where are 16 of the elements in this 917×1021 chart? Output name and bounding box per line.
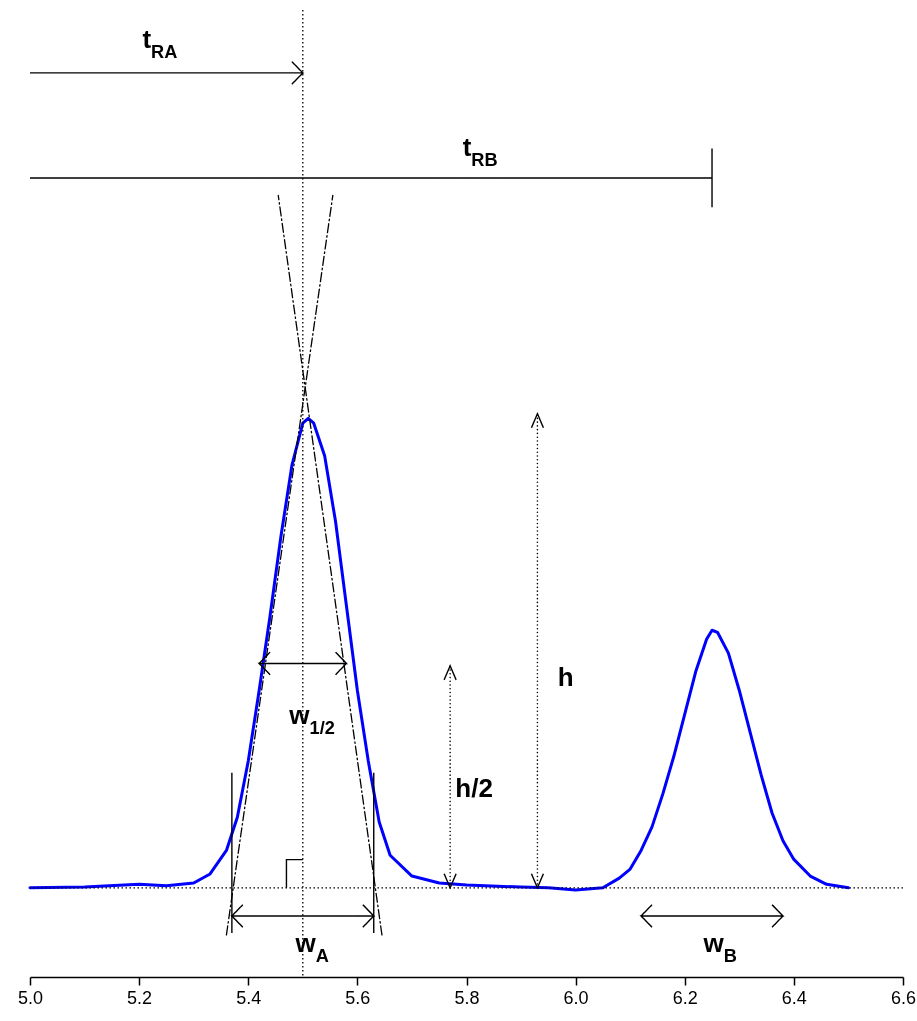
x-tick-label: 5.6 <box>345 987 371 1008</box>
x-tick-label: 5.4 <box>236 987 262 1008</box>
x-tick-label: 5.2 <box>127 987 153 1008</box>
annotation: h/2 <box>455 772 493 803</box>
annotation: h <box>557 662 574 693</box>
x-tick-label: 6.2 <box>672 987 698 1008</box>
annotation: w$_{1/2}$ <box>288 699 335 738</box>
x-tick-label: 6.0 <box>563 987 589 1008</box>
x-tick-label: 5.8 <box>454 987 480 1008</box>
x-tick-label: 5.0 <box>17 987 44 1008</box>
annotation: w$_{B}$ <box>702 927 737 966</box>
x-tick-label: 6.4 <box>781 987 807 1008</box>
text: t$_{RB}$ <box>462 132 498 171</box>
text: t$_{RA}$ <box>142 24 178 63</box>
annotation: w$_{A}$ <box>294 927 329 966</box>
x-tick-label: 6.6 <box>890 987 917 1008</box>
